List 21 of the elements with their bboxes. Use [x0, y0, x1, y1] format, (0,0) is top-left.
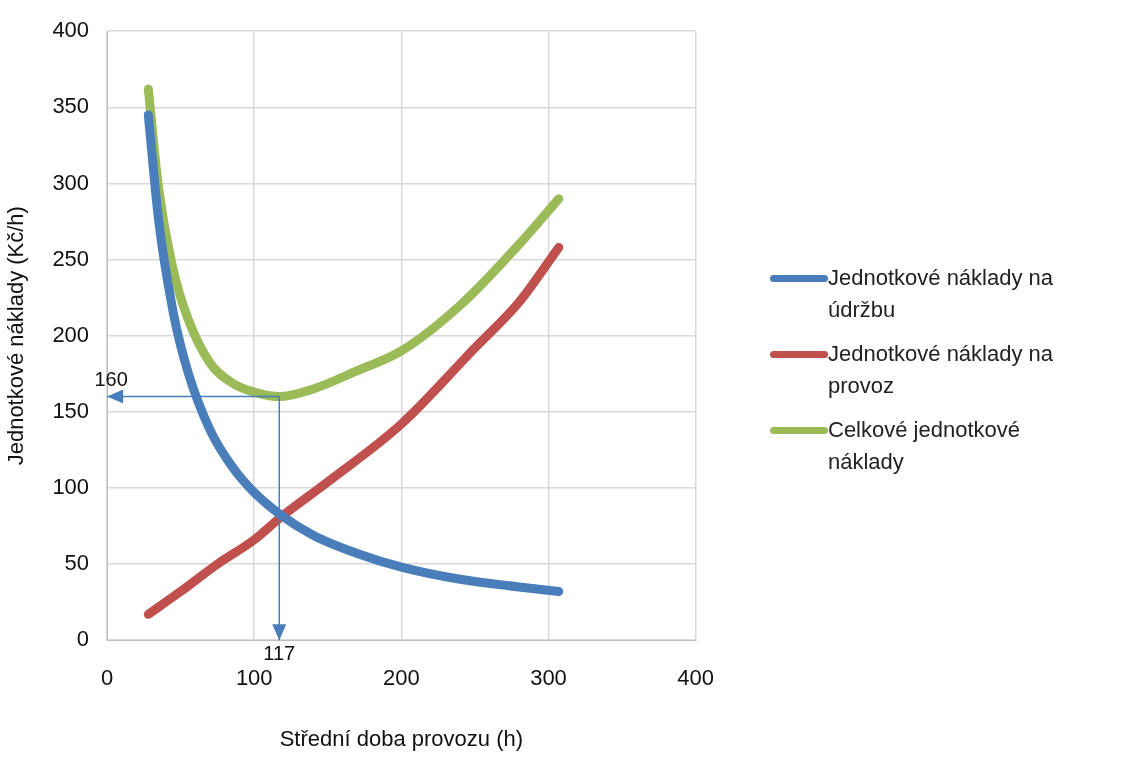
x-tick-label: 200: [383, 665, 420, 691]
x-tick-label: 100: [235, 665, 273, 691]
y-tick-label: 100: [52, 474, 90, 500]
x-tick-label: 0: [100, 665, 114, 691]
legend-label: Celkové jednotkové náklady: [828, 416, 1021, 476]
y-tick-label: 300: [52, 169, 90, 195]
x-axis-title: Střední doba provozu (h): [279, 725, 524, 751]
legend-label: Jednotkové náklady na provoz: [828, 340, 1055, 400]
y-tick-label: 250: [52, 245, 90, 271]
x-tick-label: 300: [530, 665, 567, 691]
y-tick-label: 350: [52, 93, 90, 119]
x-tick-label: 400: [677, 665, 715, 691]
y-tick-label: 150: [52, 397, 90, 423]
y-tick-label: 0: [76, 626, 90, 652]
y-tick-label: 200: [52, 321, 90, 347]
legend-label: Jednotkové náklady na údržbu: [828, 264, 1055, 324]
y-tick-label: 50: [64, 550, 90, 576]
y-axis-title: Jednotkové náklady (Kč/h): [3, 206, 29, 466]
annotation: 160: [94, 368, 128, 391]
y-tick-label: 400: [52, 17, 90, 43]
annotation: 117: [263, 641, 296, 664]
